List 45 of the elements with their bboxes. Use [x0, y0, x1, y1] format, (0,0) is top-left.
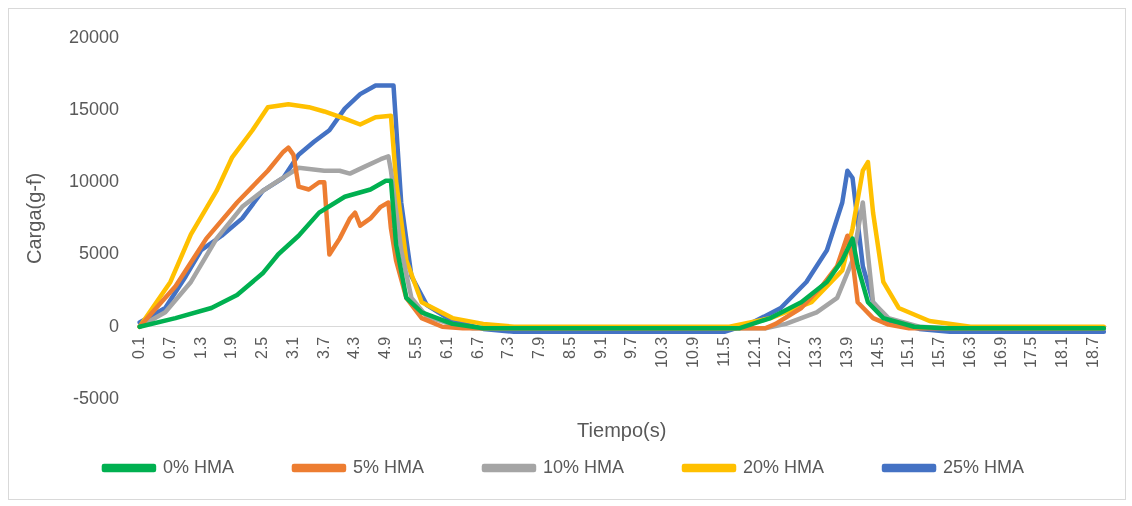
y-axis-title: Carga(g-f) [22, 172, 45, 264]
x-tick-label: 3.1 [283, 336, 301, 360]
x-tick-label: 12.7 [776, 336, 794, 368]
x-tick-label: 11.5 [714, 336, 732, 367]
x-tick-label: 1.9 [222, 336, 240, 360]
x-tick-label: 18.1 [1053, 336, 1071, 368]
x-tick-label: 3.7 [314, 336, 332, 360]
x-tick-label: 10.3 [653, 336, 671, 368]
x-tick-label: 9.1 [591, 336, 609, 360]
x-tick-label: 18.7 [1084, 336, 1102, 368]
x-tick-label: 6.1 [437, 336, 455, 360]
y-tick-label: 0 [109, 315, 120, 336]
x-tick-label: 0.1 [130, 336, 148, 360]
x-tick-label: 12.1 [745, 336, 763, 368]
legend-label: 25% HMA [943, 456, 1025, 477]
x-tick-label: 7.9 [530, 336, 548, 360]
y-tick-label: 15000 [68, 99, 120, 120]
legend-label: 5% HMA [352, 456, 424, 477]
x-tick-label: 1.3 [191, 336, 209, 360]
y-tick-label: 20000 [68, 26, 120, 47]
y-tick-label: 5000 [79, 243, 120, 264]
x-tick-label: 17.5 [1022, 336, 1040, 368]
x-tick-label: 16.3 [960, 336, 978, 368]
x-tick-label: 9.7 [622, 336, 640, 360]
legend-label: 0% HMA [162, 456, 234, 477]
legend-label: 20% HMA [743, 456, 825, 477]
x-tick-label: 8.5 [560, 336, 578, 360]
x-tick-label: 13.9 [837, 336, 855, 368]
x-tick-label: 0.7 [160, 336, 178, 360]
x-tick-label: 6.7 [468, 336, 486, 360]
x-tick-label: 4.3 [345, 336, 363, 360]
x-tick-label: 4.9 [376, 336, 394, 360]
x-tick-label: 10.9 [683, 336, 701, 368]
x-tick-label: 14.5 [868, 336, 886, 368]
x-tick-label: 16.9 [991, 336, 1009, 368]
x-axis-title: Tiempo(s) [577, 418, 667, 441]
x-tick-label: 13.3 [807, 336, 825, 368]
x-tick-label: 15.7 [930, 336, 948, 368]
x-tick-label: 5.5 [406, 336, 424, 360]
x-tick-label: 2.5 [253, 336, 271, 360]
x-tick-label: 15.1 [899, 336, 917, 368]
y-tick-label: -5000 [73, 387, 120, 408]
x-tick-label: 7.3 [499, 336, 517, 360]
legend-label: 10% HMA [542, 456, 625, 477]
y-tick-label: 10000 [68, 171, 120, 192]
